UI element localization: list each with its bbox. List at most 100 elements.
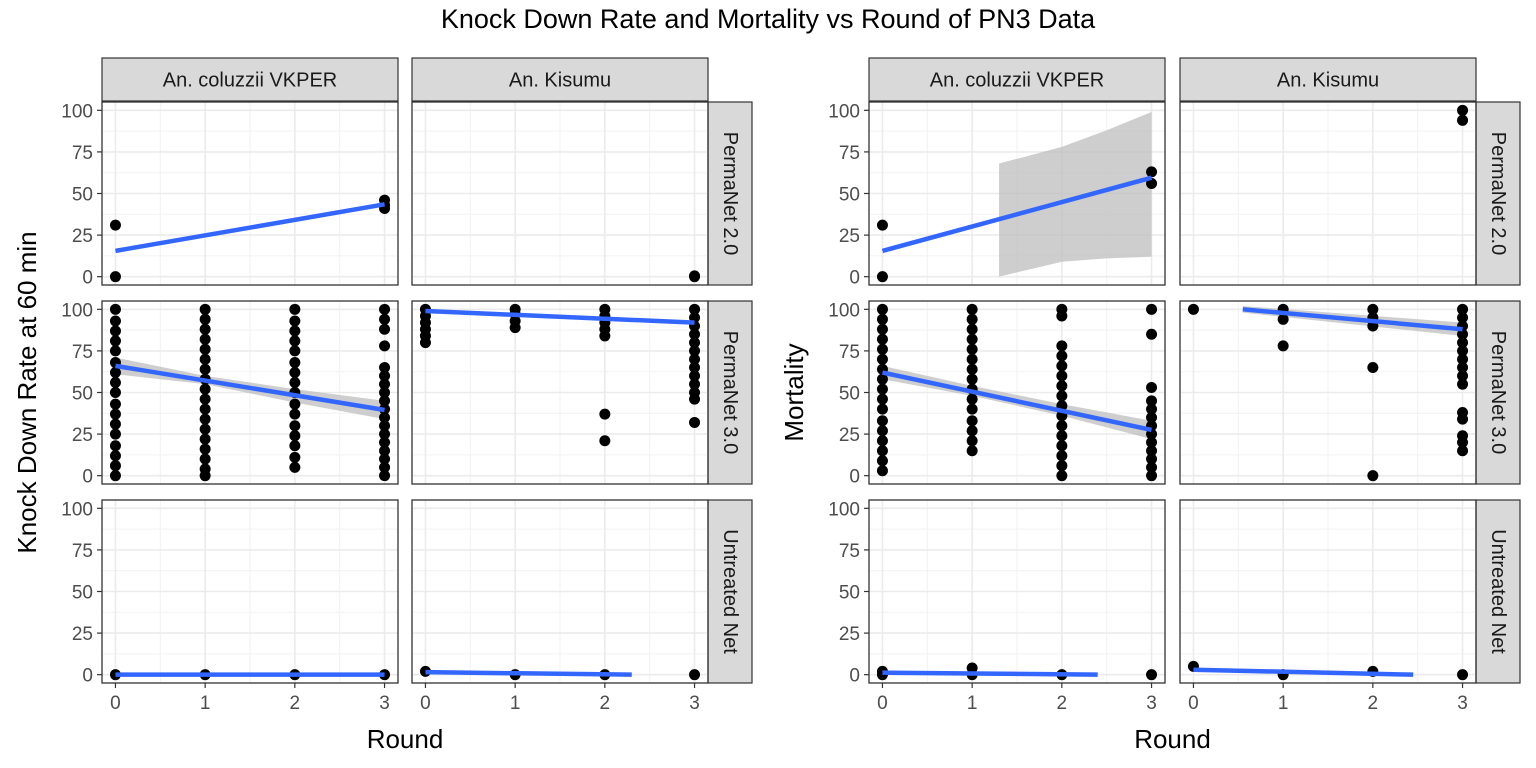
- data-point: [109, 450, 121, 462]
- y-tick-label: 25: [72, 425, 93, 446]
- data-point: [1457, 370, 1469, 382]
- y-tick-label: 100: [828, 300, 860, 321]
- data-point: [876, 465, 888, 477]
- data-point: [1457, 303, 1469, 315]
- data-point: [109, 219, 121, 231]
- data-point: [199, 323, 211, 335]
- strip-label-an-kisumu: An. Kisumu: [509, 70, 611, 92]
- data-point: [1457, 337, 1469, 349]
- data-point: [1056, 450, 1068, 462]
- data-point: [966, 415, 978, 427]
- data-point: [379, 436, 391, 448]
- data-point: [876, 403, 888, 415]
- panel-border: [1179, 300, 1477, 485]
- panel-untreated-net-an-coluzzii-vkper: 0 25 50 75 100 0 1 2 3: [61, 499, 399, 714]
- strip-label-permanet-2-0: PermaNet 2.0: [1487, 132, 1509, 255]
- x-tick-label: 2: [1368, 693, 1379, 714]
- data-point: [1056, 350, 1068, 362]
- data-point: [289, 335, 301, 347]
- data-point: [289, 420, 301, 432]
- strip-right-permanet-3-0: [707, 300, 753, 485]
- y-tick-label: 25: [72, 226, 93, 247]
- data-point: [689, 337, 701, 349]
- data-point: [689, 669, 701, 681]
- data-point: [199, 363, 211, 375]
- x-tick-label: 3: [1457, 693, 1468, 714]
- data-point: [109, 367, 121, 379]
- panel-permanet-2-0-an-kisumu: [411, 101, 709, 286]
- y-tick-label: 75: [72, 342, 93, 363]
- data-point: [109, 271, 121, 283]
- strip-label-an-coluzzii-vkper: An. coluzzii VKPER: [163, 70, 338, 92]
- data-point: [876, 333, 888, 345]
- data-point: [689, 303, 701, 315]
- data-point: [109, 387, 121, 398]
- confidence-ribbon: [999, 111, 1152, 277]
- x-tick-label: 2: [600, 693, 611, 714]
- y-tick-label: 0: [849, 666, 860, 687]
- data-point: [1056, 430, 1068, 442]
- data-point: [876, 373, 888, 385]
- data-point: [1457, 378, 1469, 390]
- y-tick-label: 25: [839, 425, 860, 446]
- data-point: [379, 370, 391, 382]
- data-point: [199, 443, 211, 455]
- data-point: [379, 411, 391, 423]
- data-point: [199, 393, 211, 405]
- data-point: [966, 403, 978, 415]
- data-point: [509, 303, 521, 315]
- data-point: [289, 357, 301, 369]
- y-tick-label: 25: [839, 624, 860, 645]
- data-point: [199, 303, 211, 315]
- data-point: [876, 455, 888, 467]
- data-point: [379, 340, 391, 352]
- y-tick-label: 50: [72, 185, 93, 206]
- data-point: [1146, 453, 1158, 465]
- data-point: [689, 270, 701, 282]
- x-axis-title: Round: [367, 724, 444, 754]
- data-point: [1277, 340, 1289, 352]
- data-point: [876, 219, 888, 231]
- data-point: [379, 313, 391, 325]
- data-point: [1146, 328, 1158, 340]
- y-tick-label: 50: [72, 384, 93, 405]
- data-point: [379, 420, 391, 432]
- data-point: [876, 393, 888, 405]
- data-point: [876, 343, 888, 355]
- y-tick-label: 50: [72, 583, 93, 604]
- data-point: [689, 362, 701, 374]
- data-point: [1146, 166, 1158, 178]
- y-tick-label: 100: [828, 499, 860, 520]
- strip-top-an-kisumu: [1179, 57, 1477, 102]
- data-point: [109, 377, 121, 389]
- y-tick-label: 75: [839, 342, 860, 363]
- panel-permanet-3-0-an-coluzzii-vkper: 0 25 50 75 100: [828, 300, 1166, 488]
- y-axis-title: Knock Down Rate at 60 min: [12, 231, 42, 553]
- x-tick-label: 0: [420, 693, 431, 714]
- y-tick-label: 0: [849, 467, 860, 488]
- data-point: [199, 383, 211, 395]
- x-tick-label: 3: [689, 693, 700, 714]
- data-point: [379, 445, 391, 457]
- data-point: [1146, 303, 1158, 315]
- regression-line: [881, 370, 1153, 433]
- data-point: [689, 353, 701, 365]
- regression-line: [882, 670, 1098, 677]
- y-tick-label: 100: [61, 499, 93, 520]
- x-axis-title: Round: [1134, 724, 1211, 754]
- y-tick-label: 0: [849, 268, 860, 289]
- x-tick-label: 3: [379, 693, 390, 714]
- panel-permanet-2-0-an-coluzzii-vkper: 0 25 50 75 100: [828, 101, 1166, 289]
- data-point: [199, 433, 211, 445]
- data-point: [1056, 370, 1068, 382]
- data-point: [1056, 440, 1068, 452]
- y-tick-label: 50: [839, 185, 860, 206]
- data-point: [876, 425, 888, 437]
- data-point: [109, 428, 121, 440]
- data-point: [966, 323, 978, 335]
- panel-border: [411, 101, 709, 286]
- data-point: [1457, 104, 1469, 116]
- data-point: [599, 408, 611, 420]
- data-point: [199, 413, 211, 425]
